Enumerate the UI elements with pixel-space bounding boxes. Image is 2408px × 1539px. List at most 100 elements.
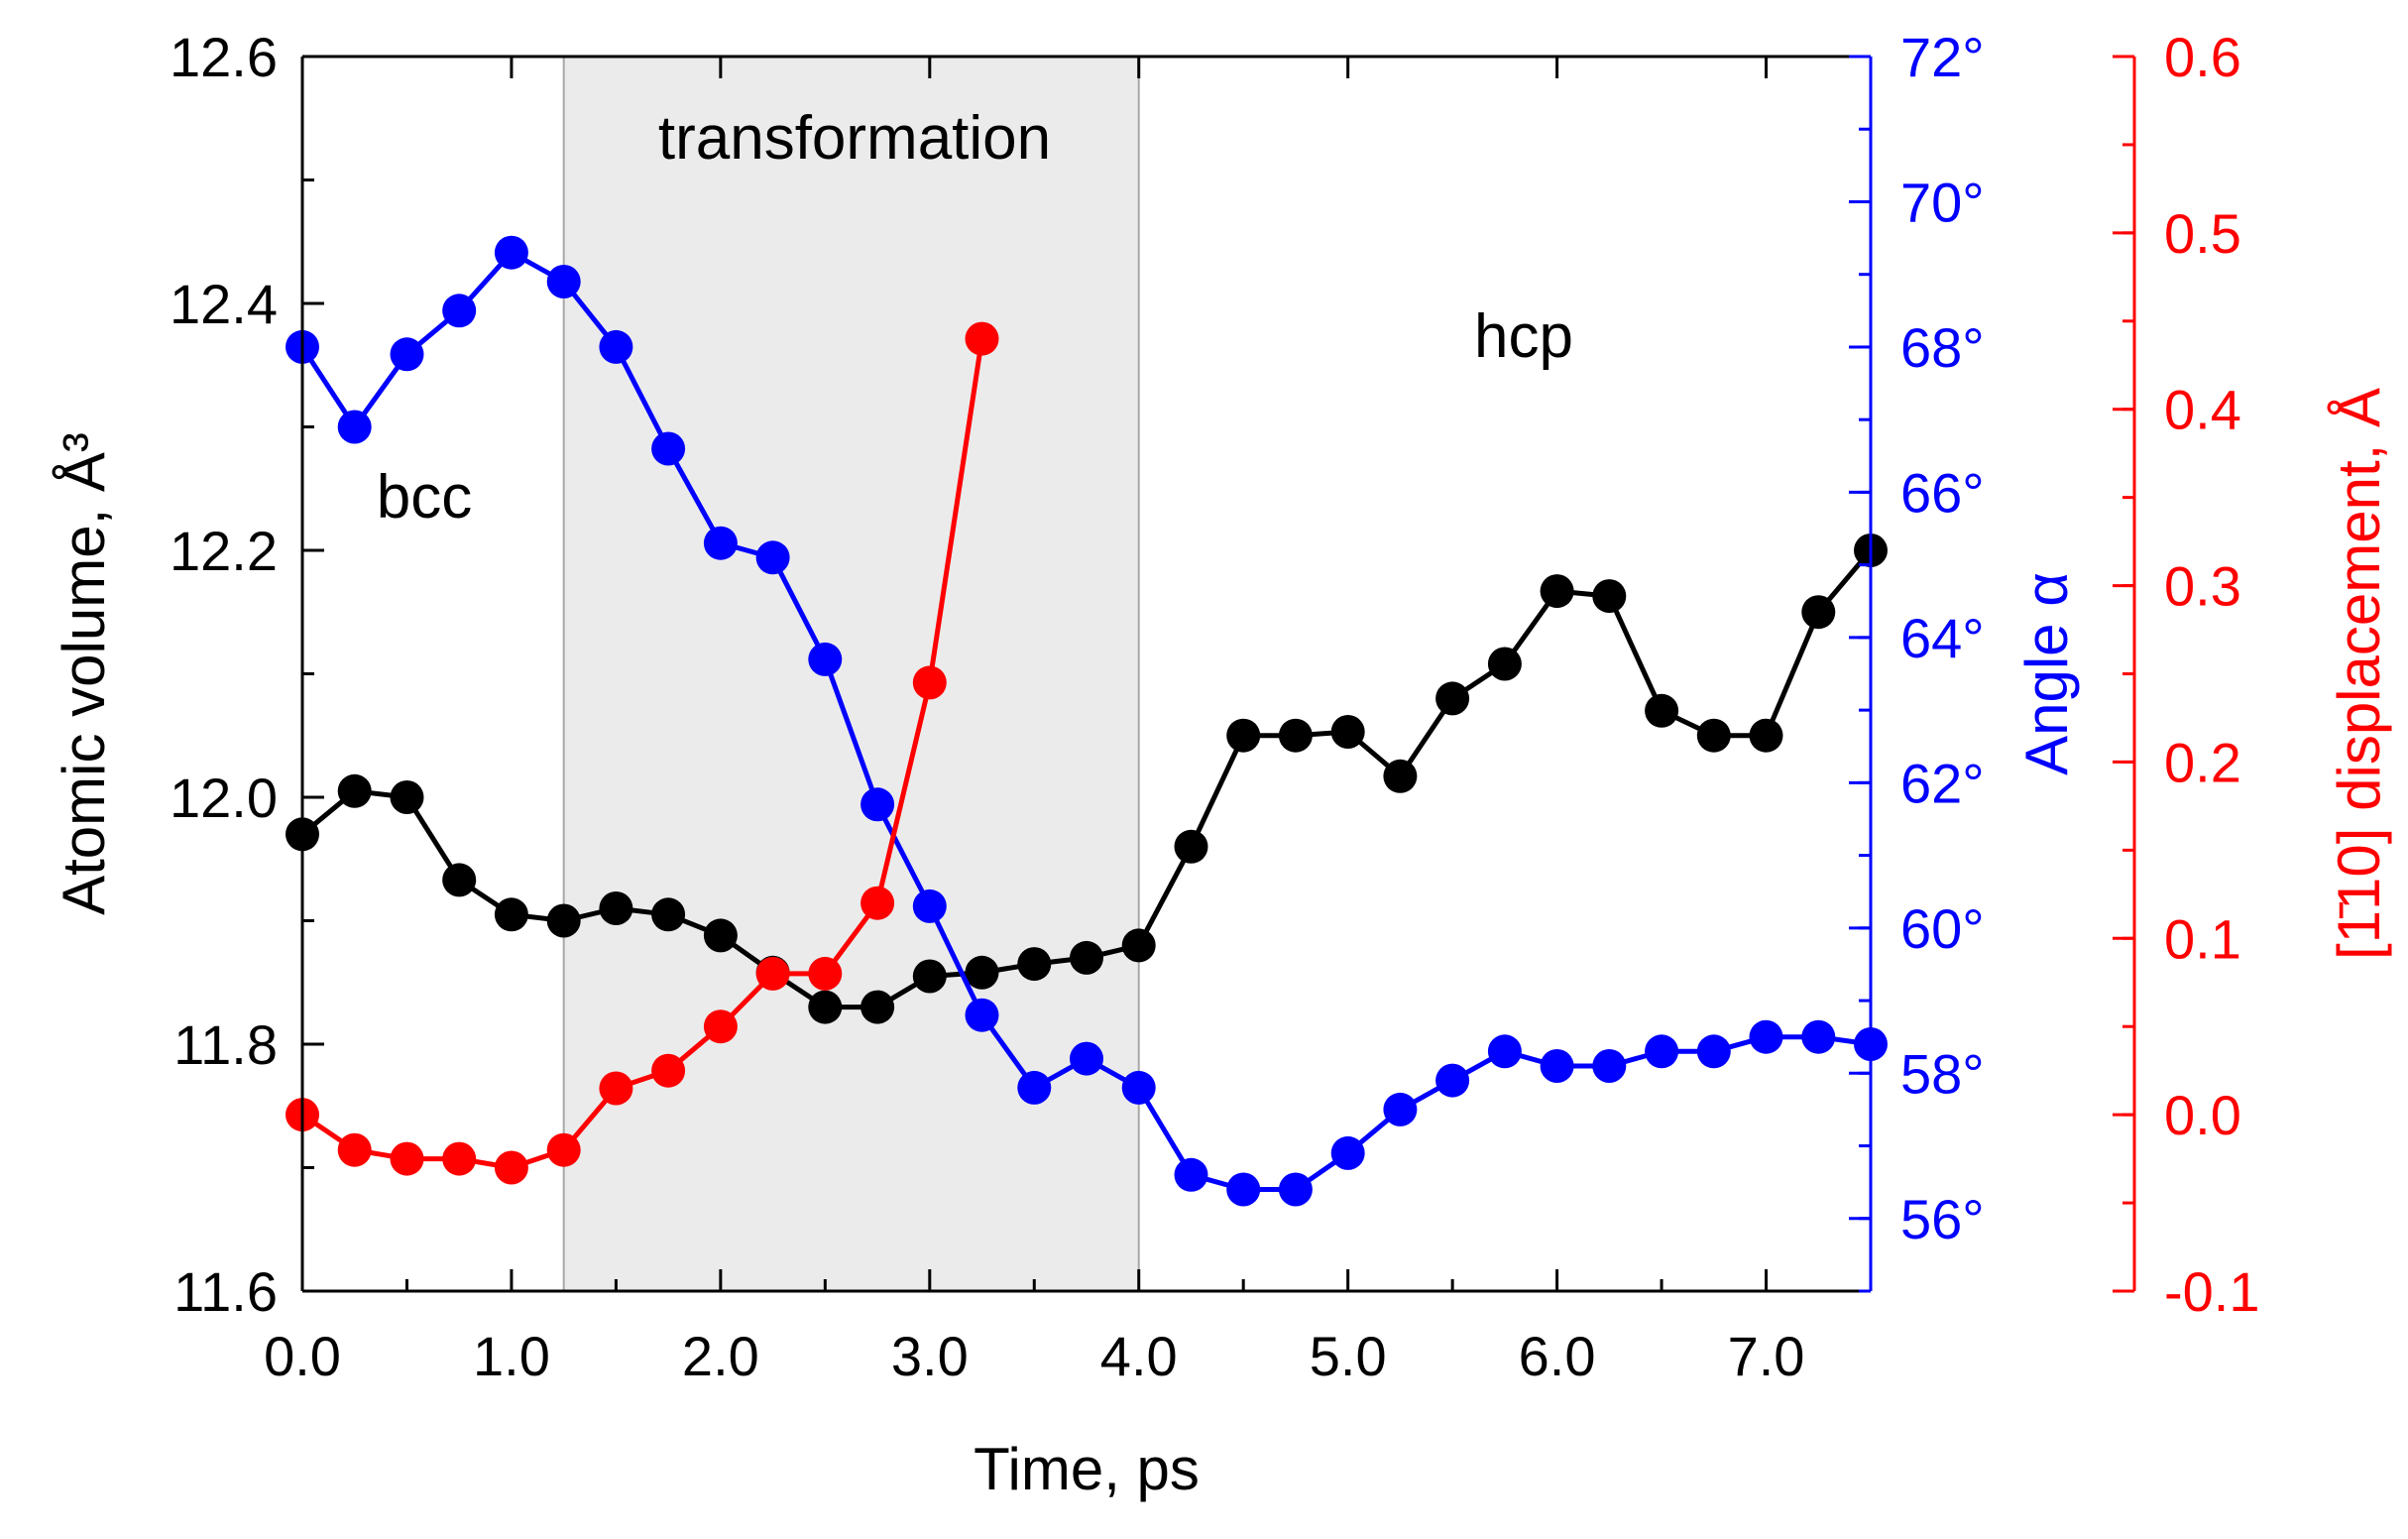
right2-tick-label: 0.4 [2164,379,2241,441]
right2-tick-label: 0.5 [2164,202,2241,265]
left-tick-label: 12.6 [170,26,278,88]
data-point [1174,829,1208,864]
data-point [1487,1034,1522,1069]
right1-tick-label: 72° [1900,26,1985,88]
data-point [965,955,999,990]
data-point [808,642,843,676]
data-point [651,431,686,466]
right1-tick-label: 70° [1900,171,1985,233]
x-tick-label: 3.0 [891,1325,969,1387]
data-point [1592,1049,1627,1083]
data-point [860,990,895,1024]
right1-tick-label: 56° [1900,1188,1985,1250]
data-point [1278,1172,1313,1207]
data-point [1435,681,1470,716]
angle-axis-title: Angle α [2013,572,2080,775]
data-point [703,1009,738,1044]
x-tick-label: 2.0 [682,1325,759,1387]
x-tick-label: 4.0 [1100,1325,1178,1387]
right2-tick-label: -0.1 [2164,1260,2260,1323]
left-tick-label: 11.8 [173,1013,278,1076]
data-point [1226,718,1261,753]
data-point [1645,693,1679,728]
data-point [599,329,633,364]
data-point [546,265,581,298]
data-point [703,918,738,953]
displacement-axis: -0.1 0.0 0.1 0.2 0.3 0.4 0.5 0.6 [1̄10] displace… [2113,26,2392,1323]
data-point [1017,947,1052,982]
x-tick-label: 5.0 [1310,1325,1387,1387]
transformation-region [563,57,1139,1291]
data-point [1749,718,1783,753]
data-point [442,863,477,897]
right1-tick-label: 64° [1900,607,1985,669]
series-right2 [286,321,999,1185]
right2-tick-label: 0.0 [2164,1084,2241,1146]
data-point [599,1071,633,1106]
data-point [546,903,581,938]
x-tick-label: 0.0 [264,1325,341,1387]
data-point [1801,1019,1836,1054]
series-right1 [286,235,1888,1207]
data-point [860,886,895,920]
data-point [912,888,947,923]
data-point [442,294,477,328]
data-point [1226,1172,1261,1207]
data-point [599,891,633,925]
data-point [912,959,947,994]
data-point [965,998,999,1032]
x-tick-label: 1.0 [473,1325,550,1387]
data-point [1540,1049,1574,1083]
data-point [1121,928,1156,963]
data-point [755,540,790,575]
data-point [651,897,686,932]
left-tick-label: 12.0 [170,767,278,829]
right1-tick-label: 62° [1900,752,1985,814]
angle-axis: 56° 58° 60° 62° 64° 66° 68° 70° 72° Angle α [1849,26,2080,1293]
annotation-label: transformation [658,104,1051,173]
data-point [337,410,372,444]
data-point [808,956,843,991]
data-point [1487,647,1522,681]
data-point [494,1150,528,1185]
data-point [1645,1034,1679,1069]
series-group [286,235,1888,1207]
displacement-axis-title: [1̄10] displacement, Å [2326,388,2392,960]
right1-tick-label: 60° [1900,897,1985,960]
annotation-label: hcp [1474,302,1573,371]
data-point [860,787,895,822]
x-axis: 0.0 1.0 2.0 3.0 4.0 5.0 6.0 7.0 Time, ps [264,57,1804,1502]
plot-frame [302,55,1871,1293]
data-point [390,337,424,372]
left-tick-label: 12.2 [170,520,278,582]
data-point [1383,1092,1418,1126]
data-point [390,1141,424,1176]
data-point [755,956,790,991]
data-point [1017,1070,1052,1105]
right2-tick-label: 0.2 [2164,731,2241,793]
data-point [1070,1041,1103,1076]
data-point [442,1141,477,1176]
annotations: bcc transformation hcp [377,104,1573,532]
data-point [1278,718,1313,753]
data-point [808,990,843,1024]
data-point [703,526,738,560]
shaded-regions [562,57,1140,1291]
data-point [1749,1019,1783,1054]
data-point [1696,1034,1731,1069]
right2-tick-label: 0.3 [2164,555,2241,618]
right1-tick-label: 58° [1900,1042,1985,1105]
data-point [1330,1135,1365,1170]
left-axis-title: Atomic volume, Å³ [51,432,117,915]
data-point [912,665,947,700]
data-point [1174,1157,1208,1192]
annotation-label: bcc [377,463,472,532]
data-point [337,773,372,808]
x-tick-label: 6.0 [1519,1325,1596,1387]
data-point [1801,595,1836,630]
left-axis: 11.6 11.8 12.0 12.2 12.4 12.6 Atomic volume, Å… [51,26,324,1323]
data-point [494,897,528,932]
right1-tick-label: 68° [1900,316,1985,379]
data-point [965,321,999,356]
